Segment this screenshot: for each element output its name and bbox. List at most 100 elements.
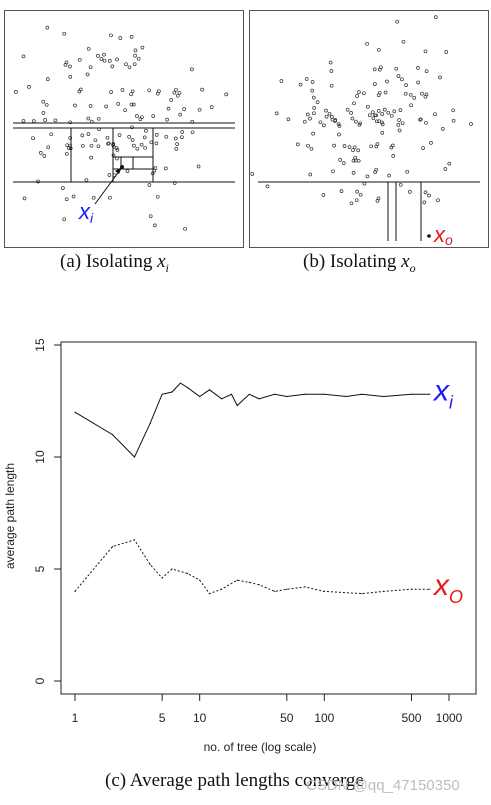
scatter-point	[418, 117, 422, 122]
series-point	[429, 588, 431, 590]
scatter-point	[166, 106, 171, 111]
scatter-point	[308, 172, 313, 177]
series-lines	[74, 382, 431, 595]
panel-a-isolating-xi: xi	[4, 10, 244, 248]
scatter-point	[408, 190, 412, 194]
scatter-point	[398, 108, 403, 112]
scatter-point	[371, 116, 376, 121]
scatter-point	[339, 189, 344, 193]
scatter-point	[88, 65, 93, 70]
series-point	[111, 546, 114, 548]
scatter-point	[382, 107, 387, 112]
scatter-point	[200, 87, 204, 92]
scatter-point	[127, 135, 131, 139]
scatter-point	[174, 87, 178, 92]
x-tick-label: 50	[280, 711, 294, 725]
scatter-point	[102, 58, 107, 63]
scatter-point	[102, 52, 106, 57]
scatter-point	[351, 171, 356, 175]
scatter-point	[149, 140, 154, 145]
scatter-point	[429, 141, 433, 145]
scatter-point	[397, 118, 401, 122]
scatter-point	[387, 173, 391, 178]
scatter-point	[123, 108, 128, 113]
x-tick-label: 1000	[436, 711, 463, 725]
scatter-point	[401, 39, 406, 44]
scatter-point	[49, 132, 54, 137]
scatter-point	[80, 143, 85, 148]
series-point	[304, 586, 306, 588]
scatter-point	[27, 85, 31, 89]
scatter-point	[155, 194, 160, 199]
series-point	[149, 422, 151, 424]
scatter-point	[144, 128, 148, 133]
x-axis: 1 5 10 50 100 500 1000	[72, 693, 463, 725]
scatter-point	[153, 166, 158, 170]
scatter-point	[342, 144, 347, 148]
scatter-point	[42, 154, 47, 158]
scatter-point	[396, 74, 401, 78]
scatter-point	[132, 143, 136, 148]
scatter-point	[396, 123, 401, 127]
scatter-point	[324, 108, 328, 113]
scatter-point	[398, 182, 403, 187]
panel-b-isolating-xo: xo	[249, 10, 489, 248]
scatter-point	[375, 142, 380, 146]
y-tick-label: 0	[33, 677, 47, 684]
scatter-point	[423, 49, 428, 54]
panel-b-points	[250, 15, 473, 206]
series-point	[383, 590, 385, 592]
scatter-point	[357, 90, 361, 94]
series-point	[361, 393, 363, 395]
scatter-point	[310, 80, 315, 84]
caption-var: x	[401, 251, 410, 272]
scatter-point	[68, 75, 73, 79]
scatter-point	[106, 141, 110, 146]
scatter-point	[315, 100, 320, 104]
scatter-point	[114, 146, 119, 150]
series-label-x-i: xi	[432, 374, 454, 412]
scatter-point	[351, 148, 355, 153]
scatter-point	[116, 102, 121, 106]
scatter-point	[109, 33, 113, 38]
scatter-point	[354, 198, 359, 203]
scatter-point	[125, 169, 130, 173]
series-point	[74, 411, 76, 413]
scatter-point	[129, 92, 133, 97]
scatter-point	[84, 178, 89, 182]
scatter-point	[136, 56, 141, 61]
scatter-point	[190, 130, 195, 135]
panel-a-partition-lines	[13, 122, 235, 183]
scatter-point	[130, 138, 135, 142]
scatter-point	[365, 41, 369, 46]
scatter-point	[88, 104, 93, 108]
scatter-point	[73, 103, 77, 108]
scatter-point	[38, 151, 43, 155]
scatter-point	[129, 35, 134, 39]
scatter-point	[274, 111, 279, 116]
scatter-point	[139, 142, 144, 147]
panel-b-plot: xo	[250, 15, 480, 247]
scatter-point	[376, 47, 381, 52]
point-label-xo: xo	[433, 222, 453, 247]
scatter-point	[379, 65, 383, 70]
x-tick-label: 10	[193, 711, 207, 725]
scatter-point	[367, 113, 372, 118]
series-point	[361, 593, 363, 595]
scatter-point	[154, 133, 159, 137]
caption-text: (b) Isolating	[303, 251, 397, 272]
scatter-point	[421, 146, 425, 150]
scatter-point	[423, 190, 428, 195]
scatter-point	[389, 113, 394, 118]
scatter-point	[250, 172, 255, 176]
scatter-point	[14, 90, 18, 94]
series-point	[149, 563, 151, 566]
scatter-point	[333, 118, 338, 122]
scatter-point	[46, 145, 51, 150]
series-point	[171, 391, 173, 393]
scatter-point	[337, 124, 342, 128]
scatter-point	[349, 201, 354, 206]
scatter-point	[118, 36, 123, 40]
scatter-point	[175, 142, 179, 146]
scatter-point	[338, 158, 343, 162]
